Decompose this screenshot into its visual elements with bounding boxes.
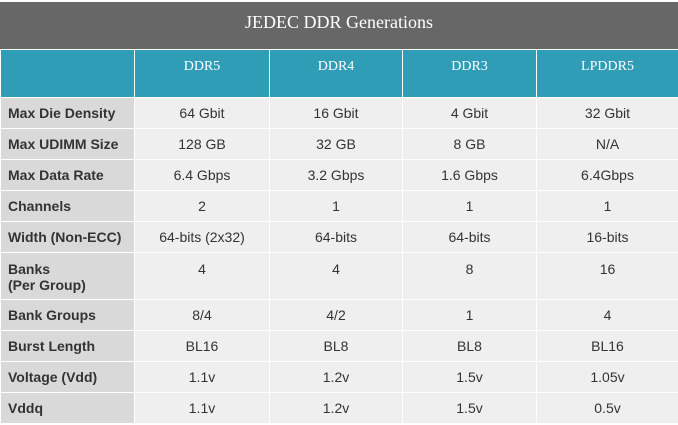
table-cell: 1 <box>536 190 678 222</box>
header-corner-cell <box>0 49 135 98</box>
table-cell: BL8 <box>269 330 403 362</box>
table-cell: 1.5v <box>402 361 537 393</box>
table-cell: 64-bits <box>402 221 537 253</box>
table-cell: 32 Gbit <box>536 97 678 129</box>
row-label-line1: Banks <box>8 261 51 277</box>
table-cell: 1 <box>269 190 403 222</box>
table-cell: 6.4 Gbps <box>134 159 270 191</box>
table-cell: 64-bits <box>269 221 403 253</box>
table-cell: 1.2v <box>269 361 403 393</box>
table-cell: 1.2v <box>269 392 403 424</box>
table-row: Max UDIMM Size 128 GB 32 GB 8 GB N/A <box>0 128 678 160</box>
column-header-ddr4: DDR4 <box>269 49 403 98</box>
table-row: Burst Length BL16 BL8 BL8 BL16 <box>0 330 678 362</box>
row-label: Width (Non-ECC) <box>0 221 135 253</box>
table-cell: BL16 <box>134 330 270 362</box>
table-cell: 3.2 Gbps <box>269 159 403 191</box>
column-header-ddr5: DDR5 <box>134 49 270 98</box>
table-cell: 4 <box>536 299 678 331</box>
table-cell: 8 <box>402 252 537 300</box>
ddr-comparison-table: DDR5 DDR4 DDR3 LPDDR5 Max Die Density 64… <box>0 49 678 424</box>
table-cell: BL8 <box>402 330 537 362</box>
table-row: Voltage (Vdd) 1.1v 1.2v 1.5v 1.05v <box>0 361 678 393</box>
table-cell: 4 <box>269 252 403 300</box>
table-row: Bank Groups 8/4 4/2 1 4 <box>0 299 678 331</box>
table-cell: 4 Gbit <box>402 97 537 129</box>
table-row: Max Die Density 64 Gbit 16 Gbit 4 Gbit 3… <box>0 97 678 129</box>
table-cell: 1 <box>402 299 537 331</box>
table-cell: 16 Gbit <box>269 97 403 129</box>
table-cell: 6.4Gbps <box>536 159 678 191</box>
table-cell: 64 Gbit <box>134 97 270 129</box>
table-row: Max Data Rate 6.4 Gbps 3.2 Gbps 1.6 Gbps… <box>0 159 678 191</box>
row-label-line2: (Per Group) <box>8 277 86 293</box>
table-cell: 32 GB <box>269 128 403 160</box>
column-header-ddr3: DDR3 <box>402 49 537 98</box>
row-label: Banks (Per Group) <box>0 252 135 300</box>
row-label: Channels <box>0 190 135 222</box>
column-header-lpddr5: LPDDR5 <box>536 49 678 98</box>
table-cell: 8/4 <box>134 299 270 331</box>
table-cell: 128 GB <box>134 128 270 160</box>
row-label: Max UDIMM Size <box>0 128 135 160</box>
row-label: Max Data Rate <box>0 159 135 191</box>
table-cell: 4/2 <box>269 299 403 331</box>
row-label: Max Die Density <box>0 97 135 129</box>
table-title: JEDEC DDR Generations <box>0 2 678 49</box>
table-row: Width (Non-ECC) 64-bits (2x32) 64-bits 6… <box>0 221 678 253</box>
table-cell: 1.1v <box>134 392 270 424</box>
table-cell: 1.5v <box>402 392 537 424</box>
row-label: Vddq <box>0 392 135 424</box>
table-cell: 8 GB <box>402 128 537 160</box>
table-cell: N/A <box>536 128 678 160</box>
table-cell: 2 <box>134 190 270 222</box>
table-row: Banks (Per Group) 4 4 8 16 <box>0 252 678 300</box>
row-label: Burst Length <box>0 330 135 362</box>
table-cell: 1.6 Gbps <box>402 159 537 191</box>
table-cell: 0.5v <box>536 392 678 424</box>
table-cell: 1 <box>402 190 537 222</box>
header-row: DDR5 DDR4 DDR3 LPDDR5 <box>0 49 678 98</box>
table-cell: 64-bits (2x32) <box>134 221 270 253</box>
table-cell: 16 <box>536 252 678 300</box>
table-row: Channels 2 1 1 1 <box>0 190 678 222</box>
table-cell: 16-bits <box>536 221 678 253</box>
table-cell: BL16 <box>536 330 678 362</box>
table-row: Vddq 1.1v 1.2v 1.5v 0.5v <box>0 392 678 424</box>
table-cell: 1.05v <box>536 361 678 393</box>
table-cell: 4 <box>134 252 270 300</box>
row-label: Bank Groups <box>0 299 135 331</box>
row-label: Voltage (Vdd) <box>0 361 135 393</box>
table-cell: 1.1v <box>134 361 270 393</box>
